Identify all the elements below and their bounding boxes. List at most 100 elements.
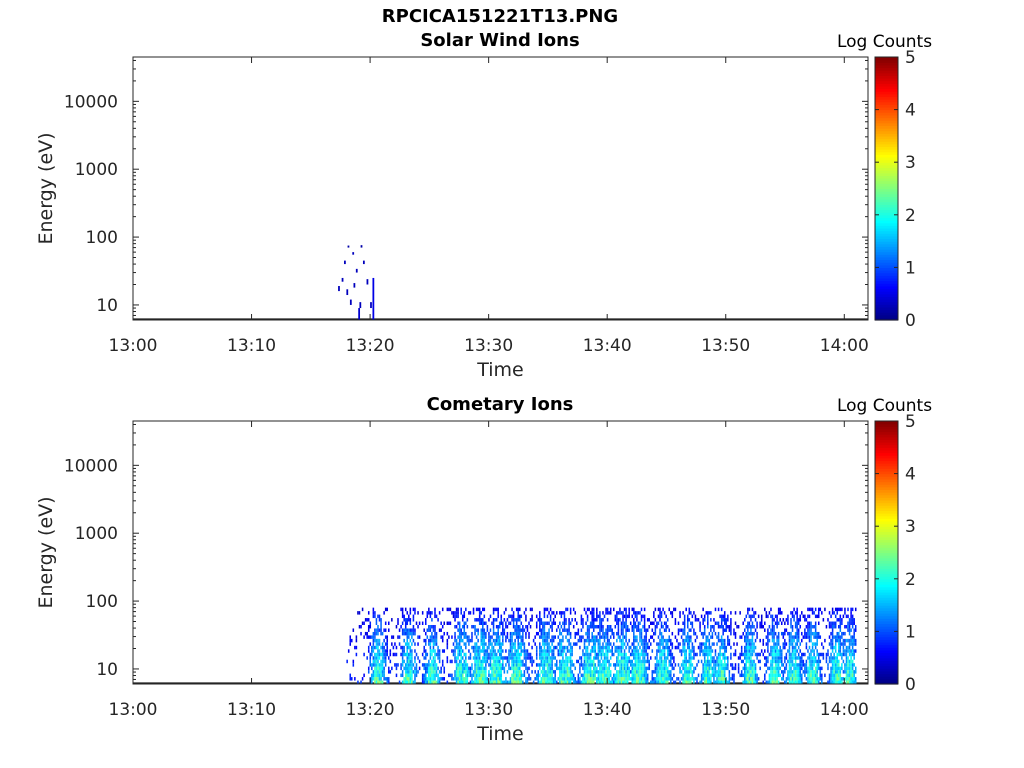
- data-cell: [409, 666, 412, 671]
- data-cell: [540, 652, 543, 657]
- data-cell: [810, 635, 812, 639]
- data-cell: [799, 670, 802, 674]
- data-cell: [847, 677, 849, 681]
- data-cell: [748, 670, 751, 674]
- data-cell: [371, 663, 373, 667]
- data-cell: [509, 649, 512, 653]
- data-cell: [828, 659, 831, 664]
- data-cell: [633, 611, 635, 615]
- data-cell: [808, 645, 811, 650]
- data-cell: [723, 677, 726, 681]
- data-cell: [691, 663, 694, 667]
- data-cell: [489, 663, 492, 667]
- data-cell: [767, 628, 769, 632]
- data-cell: [509, 631, 512, 636]
- data-cell: [639, 666, 641, 671]
- data-cell: [381, 666, 384, 671]
- data-cell: [696, 663, 698, 667]
- data-cell: [397, 621, 399, 625]
- data-cell: [485, 631, 487, 636]
- data-cell: [555, 628, 558, 632]
- data-cell: [537, 631, 540, 636]
- data-cell: [780, 611, 783, 615]
- data-cell: [582, 652, 584, 657]
- data-cell: [518, 680, 521, 684]
- data-cell: [505, 663, 507, 667]
- data-cell: [665, 656, 667, 660]
- data-cell: [588, 607, 590, 612]
- data-cell: [757, 652, 760, 657]
- data-cell: [717, 659, 720, 664]
- data-cell: [703, 673, 706, 678]
- data-cell: [508, 663, 510, 667]
- data-cell: [585, 659, 587, 664]
- data-cell: [711, 670, 714, 674]
- data-cell: [463, 666, 466, 671]
- data-cell: [708, 645, 711, 650]
- data-cell: [485, 635, 487, 639]
- data-cell: [844, 611, 846, 615]
- data-cell: [466, 618, 469, 622]
- data-cell: [583, 638, 586, 643]
- data-cell: [771, 677, 774, 681]
- plot-frame: [132, 56, 869, 321]
- data-cell: [585, 649, 587, 653]
- data-cell: [642, 663, 644, 667]
- data-cell: [816, 652, 818, 657]
- data-cell: [824, 607, 826, 612]
- data-cell: [576, 659, 578, 664]
- data-cell: [494, 656, 496, 660]
- data-cell: [380, 666, 382, 671]
- data-cell: [609, 625, 612, 629]
- data-cell: [725, 625, 728, 629]
- data-cell: [814, 670, 817, 674]
- data-cell: [730, 631, 732, 636]
- data-cell: [437, 680, 439, 684]
- colorbar-band: [875, 99, 898, 103]
- data-cell: [552, 618, 555, 622]
- data-cell: [528, 666, 530, 671]
- data-cell: [747, 673, 749, 678]
- data-cell: [838, 670, 840, 674]
- data-cell: [834, 670, 837, 674]
- data-cell: [372, 659, 375, 664]
- data-cell: [602, 677, 604, 681]
- data-cell: [817, 677, 820, 681]
- data-cell: [851, 680, 854, 684]
- data-cell: [599, 635, 601, 639]
- data-cell: [483, 680, 486, 684]
- data-cell: [636, 614, 638, 619]
- data-cell: [663, 663, 666, 667]
- data-cell: [517, 649, 519, 653]
- data-cell: [497, 642, 499, 646]
- data-cell: [850, 680, 852, 684]
- data-cell: [845, 625, 848, 629]
- data-cell: [824, 638, 826, 643]
- data-cell: [717, 673, 720, 678]
- data-cell: [663, 673, 666, 678]
- data-cell: [483, 635, 486, 639]
- data-cell: [670, 680, 672, 684]
- data-cell: [713, 625, 715, 629]
- data-cell: [756, 677, 758, 681]
- data-cell: [483, 631, 486, 636]
- colorbar-band: [875, 112, 898, 116]
- data-cell: [489, 673, 492, 678]
- data-cell: [790, 677, 792, 681]
- data-cell: [791, 680, 794, 684]
- data-cell: [520, 680, 523, 684]
- data-cell: [628, 607, 630, 612]
- colorbar-band: [875, 578, 898, 583]
- data-cell: [582, 677, 584, 681]
- data-cell: [807, 631, 809, 636]
- data-cell: [497, 659, 499, 664]
- data-cell: [497, 628, 499, 632]
- data-cell: [611, 677, 613, 681]
- data-cell: [562, 673, 564, 678]
- data-cell: [754, 663, 757, 667]
- data-cell: [685, 659, 687, 664]
- colorbar-band: [875, 254, 898, 258]
- data-cell: [483, 607, 486, 612]
- data-cell: [811, 611, 814, 615]
- data-cell: [370, 302, 372, 309]
